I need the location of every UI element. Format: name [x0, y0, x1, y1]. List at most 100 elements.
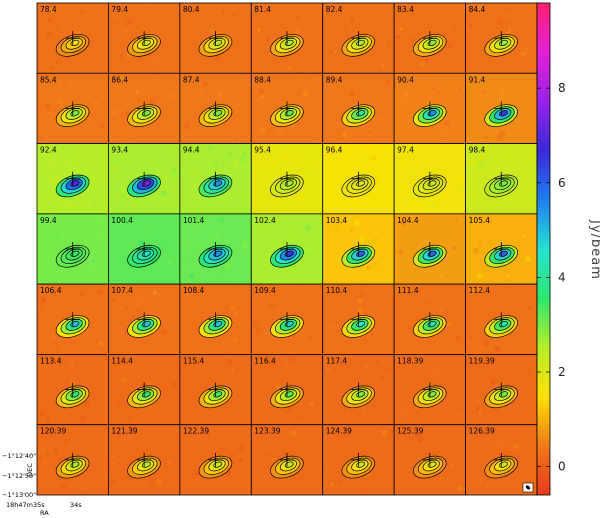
noise-speckle — [119, 181, 124, 186]
noise-speckle — [100, 330, 104, 334]
channel-panel: 119.39 — [465, 354, 538, 426]
noise-speckle — [522, 234, 526, 238]
noise-speckle — [414, 361, 420, 366]
noise-speckle — [275, 385, 281, 390]
channel-panel: 92.4 — [36, 143, 109, 215]
noise-speckle — [405, 199, 410, 204]
noise-speckle — [264, 331, 268, 335]
noise-speckle — [61, 147, 65, 151]
noise-speckle — [447, 458, 450, 461]
noise-speckle — [351, 82, 356, 87]
noise-speckle — [62, 80, 68, 86]
noise-speckle — [216, 220, 222, 226]
noise-speckle — [427, 100, 432, 105]
noise-speckle — [182, 317, 186, 322]
noise-speckle — [124, 110, 130, 115]
noise-speckle — [427, 341, 432, 346]
noise-speckle — [238, 156, 245, 163]
channel-panel: 124.39 — [322, 424, 395, 496]
colorbar-gradient — [536, 2, 551, 496]
noise-speckle — [329, 325, 333, 329]
noise-speckle — [451, 366, 456, 372]
noise-speckle — [94, 266, 97, 270]
noise-speckle — [440, 310, 443, 313]
noise-speckle — [380, 417, 383, 421]
noise-speckle — [237, 445, 244, 451]
noise-speckle — [185, 287, 189, 290]
noise-speckle — [502, 294, 506, 297]
noise-speckle — [152, 92, 158, 99]
noise-speckle — [147, 379, 154, 386]
channel-panel: 107.4 — [108, 283, 181, 355]
noise-speckle — [65, 413, 69, 417]
noise-speckle — [260, 414, 265, 419]
noise-speckle — [374, 145, 380, 152]
channel-panel: 111.4 — [393, 283, 466, 355]
noise-speckle — [479, 412, 482, 415]
noise-speckle — [205, 91, 209, 95]
noise-speckle — [350, 19, 355, 23]
noise-speckle — [89, 119, 92, 122]
noise-speckle — [478, 243, 482, 247]
noise-speckle — [381, 64, 385, 68]
noise-speckle — [379, 111, 384, 115]
noise-speckle — [57, 98, 64, 105]
noise-speckle — [149, 99, 156, 105]
noise-speckle — [458, 87, 462, 90]
noise-speckle — [262, 473, 269, 480]
noise-speckle — [506, 276, 513, 283]
noise-speckle — [479, 476, 485, 483]
noise-speckle — [476, 286, 483, 292]
noise-speckle — [43, 219, 48, 224]
noise-speckle — [221, 273, 224, 277]
noise-speckle — [527, 370, 532, 375]
noise-speckle — [306, 252, 311, 258]
noise-speckle — [181, 332, 188, 339]
noise-speckle — [68, 160, 72, 164]
noise-speckle — [315, 237, 319, 240]
channel-panel: 115.4 — [179, 354, 252, 426]
noise-speckle — [509, 134, 512, 137]
noise-speckle — [208, 146, 213, 151]
noise-speckle — [110, 166, 116, 172]
noise-speckle — [69, 442, 75, 448]
noise-speckle — [138, 296, 145, 303]
noise-speckle — [370, 332, 374, 336]
channel-velocity-label: 90.4 — [397, 75, 414, 84]
noise-speckle — [411, 265, 415, 269]
noise-speckle — [51, 405, 56, 410]
noise-speckle — [449, 462, 455, 468]
noise-speckle — [127, 105, 130, 109]
noise-speckle — [359, 236, 365, 242]
channel-velocity-label: 121.39 — [111, 427, 137, 436]
noise-speckle — [187, 60, 190, 64]
colorbar-label: Jy/beam — [588, 219, 600, 280]
noise-speckle — [451, 245, 456, 251]
noise-speckle — [431, 85, 437, 92]
noise-speckle — [468, 341, 475, 349]
noise-speckle — [455, 335, 461, 340]
noise-speckle — [397, 197, 402, 202]
noise-speckle — [44, 102, 51, 109]
noise-speckle — [84, 243, 88, 247]
noise-speckle — [130, 429, 134, 433]
channel-velocity-label: 115.4 — [183, 356, 205, 365]
noise-speckle — [202, 430, 205, 433]
noise-speckle — [145, 293, 150, 299]
channel-velocity-label: 78.4 — [40, 5, 57, 14]
noise-speckle — [377, 265, 381, 268]
noise-speckle — [397, 249, 403, 254]
noise-speckle — [397, 158, 400, 161]
channel-velocity-label: 98.4 — [469, 146, 486, 155]
noise-speckle — [172, 171, 179, 178]
noise-speckle — [471, 193, 477, 198]
noise-speckle — [349, 227, 354, 232]
noise-speckle — [42, 459, 48, 465]
noise-speckle — [230, 234, 236, 239]
channel-panel: 105.4 — [465, 213, 538, 285]
noise-speckle — [74, 26, 78, 29]
noise-speckle — [287, 66, 293, 72]
noise-speckle — [386, 183, 391, 189]
noise-speckle — [109, 479, 116, 486]
noise-speckle — [183, 123, 190, 130]
